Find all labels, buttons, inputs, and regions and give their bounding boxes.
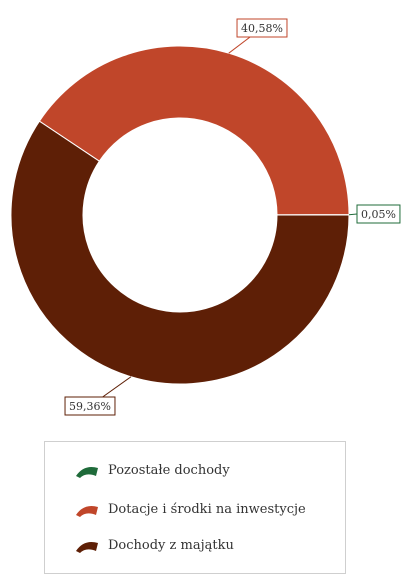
donut-slice-1 [38,45,350,216]
legend-label: Dotacje i środki na inwestycje [108,501,306,517]
legend-swatch-icon [76,542,98,553]
data-label-text: 59,36% [69,400,111,413]
data-labels: 0,05% 40,58% 59,36% [64,18,401,416]
legend-label: Dochody z majątku [108,537,234,553]
donut-slices [10,45,350,385]
donut-chart: 0,05% 40,58% 59,36% [10,18,401,416]
legend-swatch-icon [76,506,98,517]
data-label-1: 40,58% [228,18,288,54]
data-label-2: 59,36% [64,376,132,416]
legend-item-dotacje: Dotacje i środki na inwestycje [74,497,306,521]
donut-slice-2 [10,120,350,385]
leader-line [348,213,358,216]
legend-swatch-shape [76,542,98,553]
legend: Pozostałe dochody Dotacje i środki na in… [44,441,346,574]
data-label-box [64,396,116,416]
data-label-0: 0,05% [348,204,401,224]
data-label-box [236,18,288,38]
legend-item-dochody-z-majatku: Dochody z majątku [74,533,234,557]
data-label-text: 0,05% [361,208,396,221]
legend-item-pozostale-dochody: Pozostałe dochody [74,458,230,482]
data-label-text: 40,58% [241,22,283,35]
legend-label: Pozostałe dochody [108,462,230,478]
legend-swatch-icon [76,467,98,478]
data-label-box [356,204,401,224]
legend-swatch-shape [76,506,98,517]
legend-swatch-shape [76,467,98,478]
